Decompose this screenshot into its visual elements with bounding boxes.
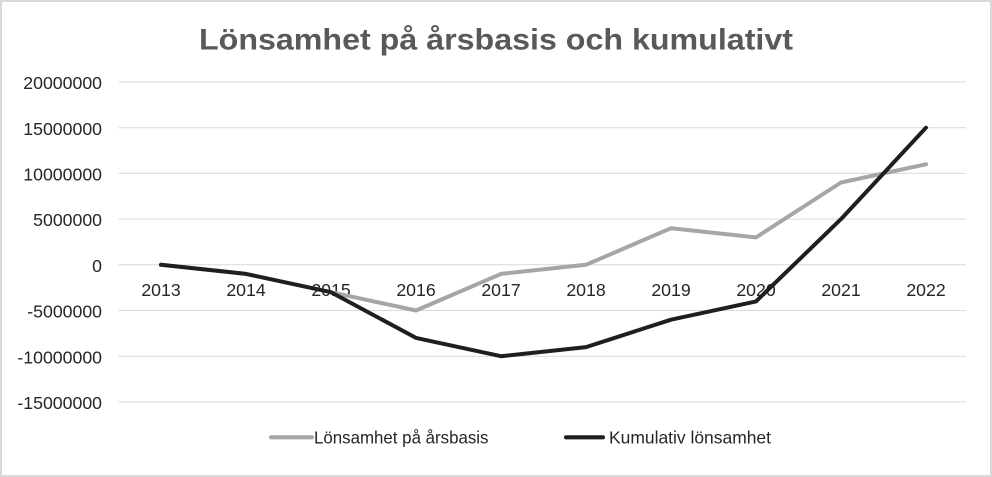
svg-text:2014: 2014	[226, 280, 266, 300]
svg-text:2016: 2016	[396, 280, 436, 300]
svg-text:2022: 2022	[906, 280, 945, 300]
svg-text:Lönsamhet på årsbasis: Lönsamhet på årsbasis	[314, 428, 489, 448]
svg-text:Kumulativ lönsamhet: Kumulativ lönsamhet	[609, 428, 771, 448]
svg-text:2018: 2018	[566, 280, 606, 300]
svg-text:2013: 2013	[141, 280, 181, 300]
svg-text:-15000000: -15000000	[17, 393, 102, 413]
svg-text:-5000000: -5000000	[27, 302, 102, 322]
svg-text:-10000000: -10000000	[17, 347, 102, 367]
svg-text:2021: 2021	[821, 280, 860, 300]
svg-text:2019: 2019	[651, 280, 690, 300]
svg-text:Lönsamhet på årsbasis och kumu: Lönsamhet på årsbasis och kumulativt	[199, 24, 793, 57]
svg-text:0: 0	[92, 256, 102, 276]
svg-text:20000000: 20000000	[23, 73, 102, 93]
svg-text:15000000: 15000000	[23, 119, 102, 139]
svg-text:2020: 2020	[736, 280, 776, 300]
svg-text:2017: 2017	[481, 280, 520, 300]
svg-text:5000000: 5000000	[33, 210, 102, 230]
svg-text:10000000: 10000000	[23, 165, 102, 185]
